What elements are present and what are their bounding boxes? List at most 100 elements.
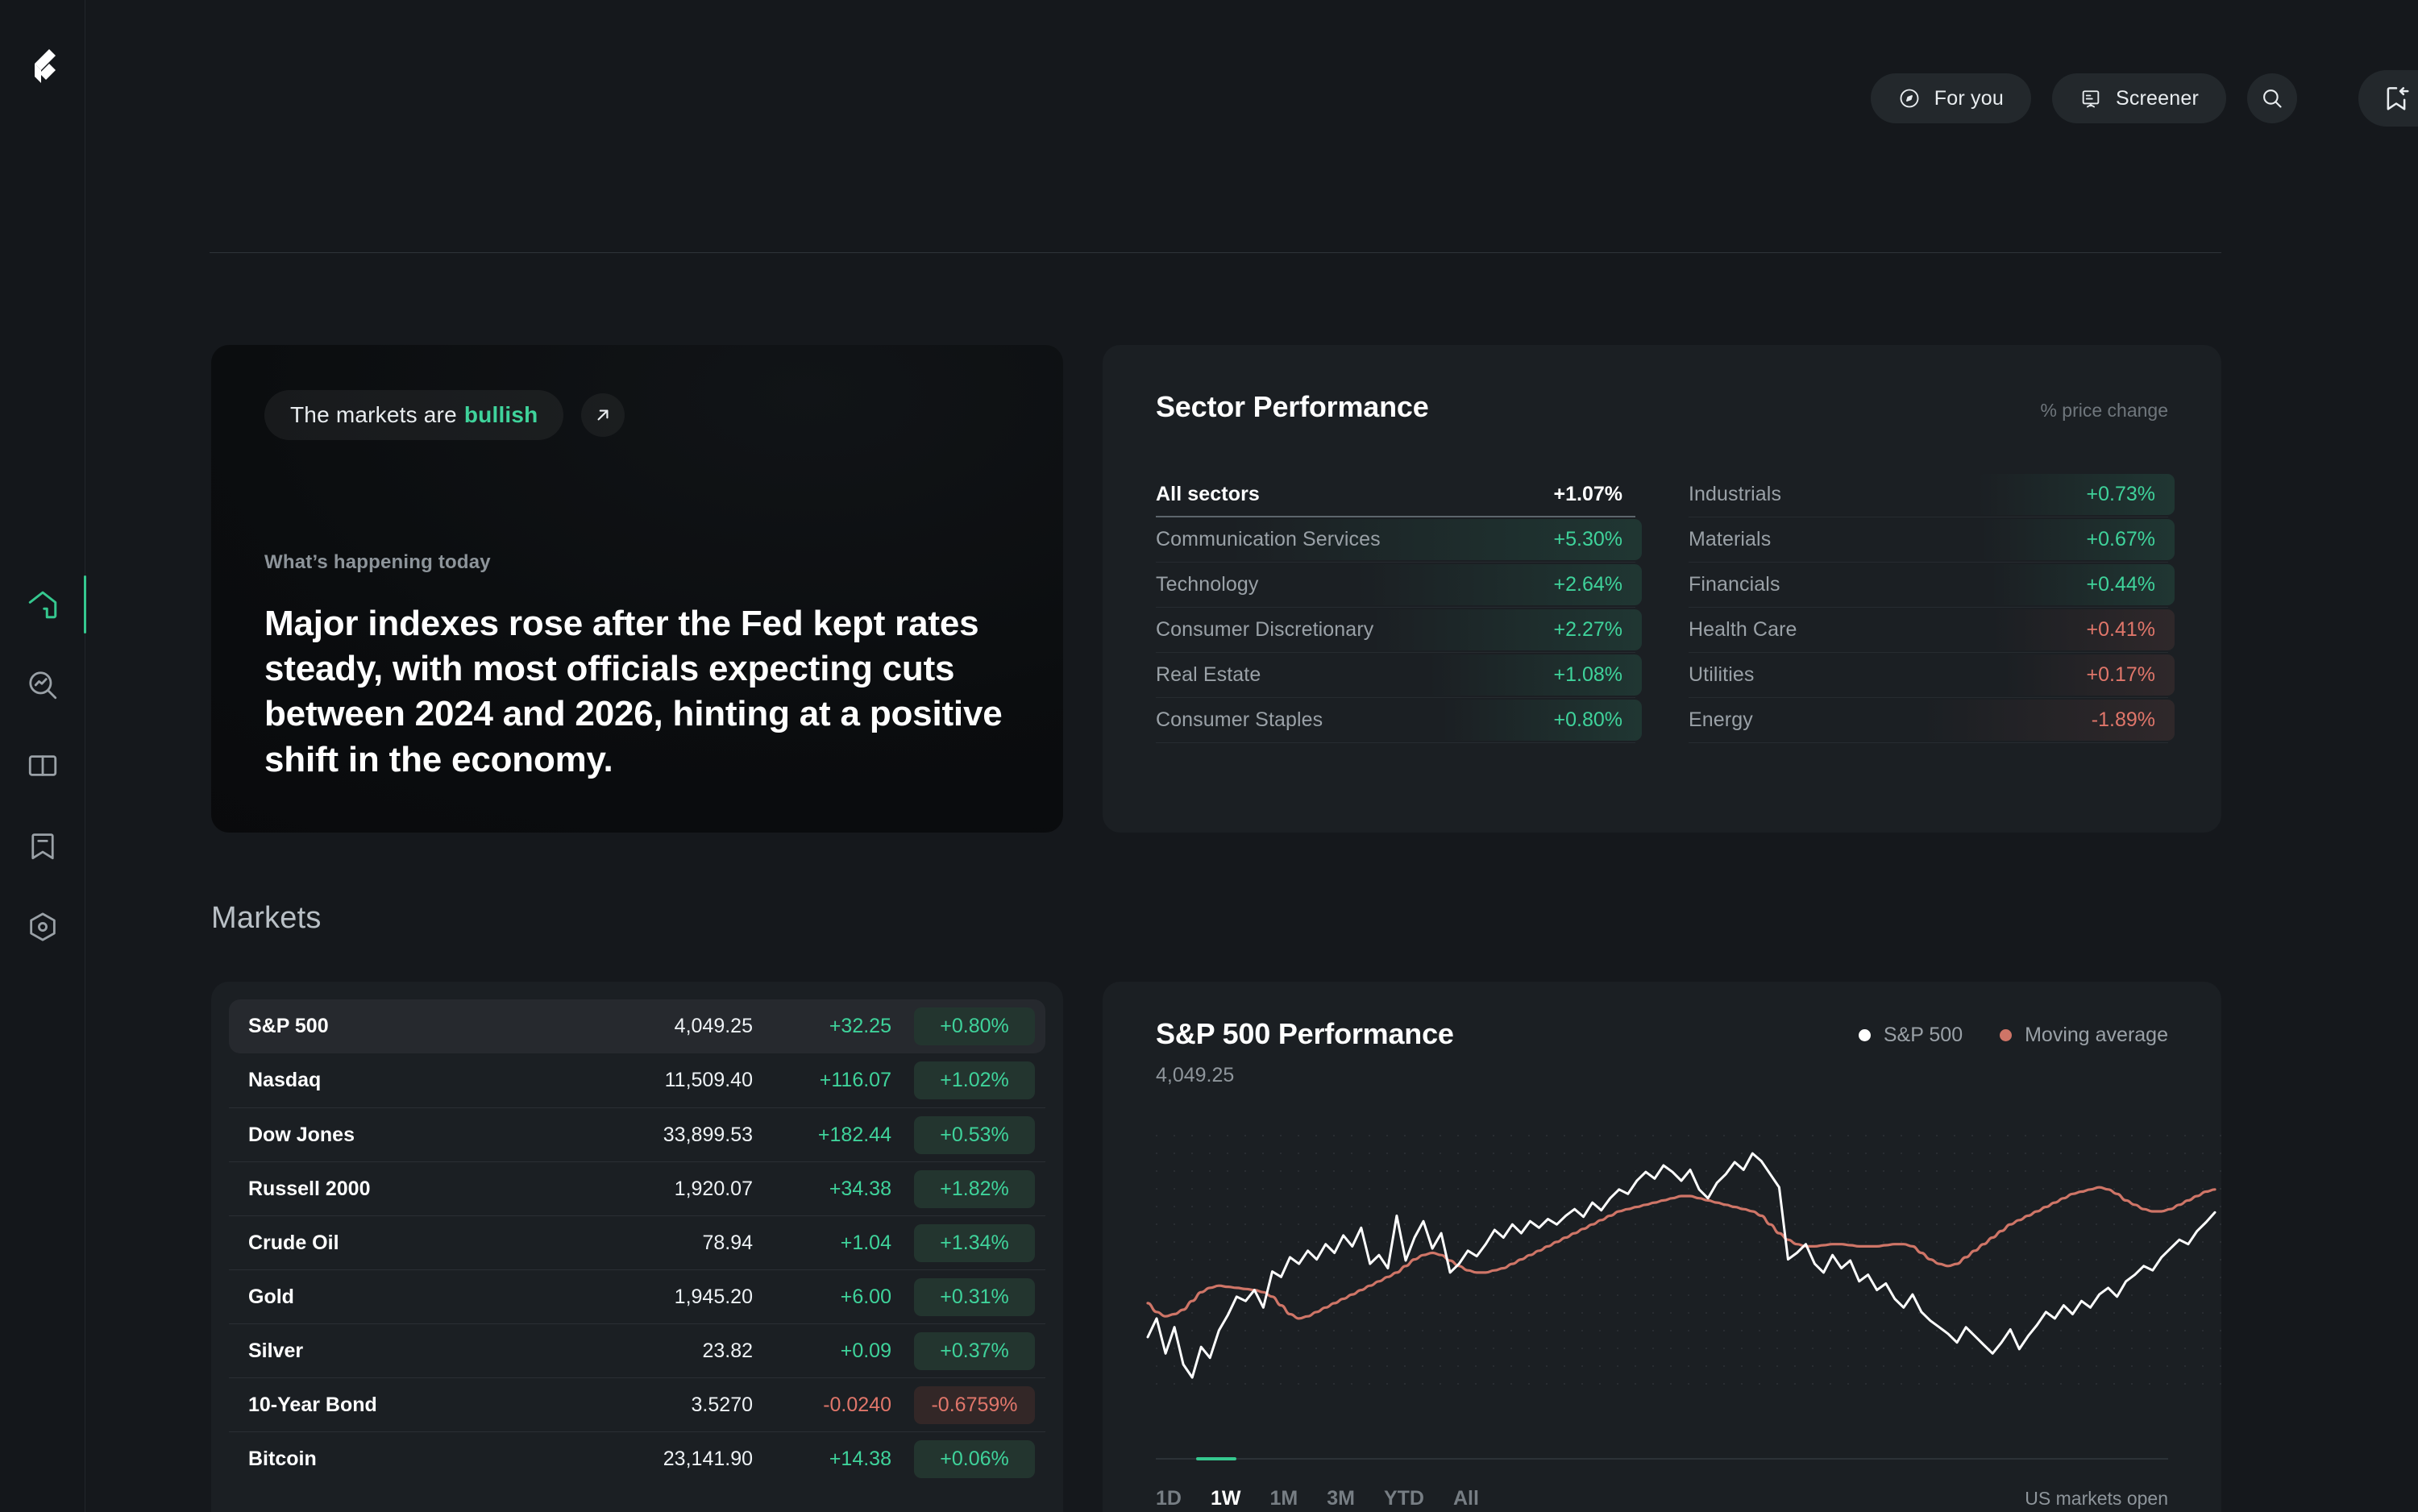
save-to-watchlist-button[interactable] (2358, 70, 2418, 127)
sector-name: Technology (1156, 573, 1259, 596)
book-icon (28, 755, 57, 776)
market-change-percent: +0.06% (914, 1439, 1035, 1478)
table-row[interactable]: Gold 1,945.20 +6.00 +0.31% (229, 1269, 1045, 1323)
bookmark-icon (31, 833, 54, 860)
table-row[interactable]: 10-Year Bond 3.5270 -0.0240 -0.6759% (229, 1377, 1045, 1431)
market-change-percent: +0.31% (914, 1277, 1035, 1316)
table-row[interactable]: Russell 2000 1,920.07 +34.38 +1.82% (229, 1161, 1045, 1215)
table-row[interactable]: Bitcoin 23,141.90 +14.38 +0.06% (229, 1431, 1045, 1485)
sp500-performance-card: S&P 500 Performance 4,049.25 S&P 500 Mov… (1103, 982, 2221, 1512)
chart-controls: 1D 1W 1M 3M YTD All US markets open (1156, 1487, 2168, 1510)
range-tab-all[interactable]: All (1452, 1487, 1479, 1510)
sector-row[interactable]: Energy -1.89% (1689, 698, 2175, 743)
market-change: +14.38 (829, 1447, 891, 1470)
sentiment-prefix: The markets are (290, 402, 457, 427)
sector-row-highlight (1354, 564, 1642, 605)
legend-label-sp500: S&P 500 (1883, 1024, 1963, 1046)
sidebar-item-saved[interactable] (0, 806, 85, 887)
sector-name: Real Estate (1156, 663, 1261, 686)
sector-value: +1.08% (1553, 663, 1623, 686)
table-row[interactable]: Crude Oil 78.94 +1.04 +1.34% (229, 1215, 1045, 1269)
sentiment-value: bullish (463, 402, 538, 427)
chart-current-price: 4,049.25 (1156, 1064, 1235, 1086)
market-change-percent: +0.80% (914, 1007, 1035, 1045)
sector-row[interactable]: Materials +0.67% (1689, 517, 2175, 563)
sector-name: Utilities (1689, 663, 1755, 686)
sector-value: +0.17% (2086, 663, 2156, 686)
sidebar (0, 0, 86, 1512)
sector-subtitle: % price change (2040, 400, 2168, 421)
search-button[interactable] (2247, 73, 2297, 123)
range-tab-1d[interactable]: 1D (1156, 1487, 1182, 1510)
sector-row[interactable]: Industrials +0.73% (1689, 472, 2175, 517)
market-change-percent: +1.02% (914, 1061, 1035, 1099)
chart-lines (1146, 1152, 2216, 1379)
sector-row[interactable]: Utilities +0.17% (1689, 653, 2175, 698)
sector-header: Sector Performance % price change (1156, 390, 2168, 424)
market-name: Crude Oil (248, 1231, 339, 1254)
chart-title-group: S&P 500 Performance 4,049.25 (1156, 1017, 1454, 1087)
sector-value: +0.44% (2086, 573, 2156, 596)
market-name: Nasdaq (248, 1069, 322, 1091)
range-tab-3m[interactable]: 3M (1327, 1487, 1355, 1510)
sidebar-item-library[interactable] (0, 725, 85, 806)
sentiment-open-button[interactable] (581, 393, 625, 437)
sector-row[interactable]: Consumer Discretionary +2.27% (1156, 608, 1642, 653)
sector-row-highlight (1441, 700, 1642, 741)
sector-row[interactable]: Communication Services +5.30% (1156, 517, 1642, 563)
sector-value: +1.07% (1553, 482, 1623, 505)
table-row[interactable]: Nasdaq 11,509.40 +116.07 +1.02% (229, 1053, 1045, 1107)
chart-title: S&P 500 Performance (1156, 1017, 1454, 1050)
market-name: Gold (248, 1285, 294, 1308)
sector-value: +5.30% (1553, 528, 1623, 550)
range-tab-1w[interactable]: 1W (1210, 1487, 1241, 1510)
market-change: +32.25 (829, 1015, 891, 1037)
sector-row[interactable]: Technology +2.64% (1156, 563, 1642, 608)
app-logo[interactable] (0, 44, 85, 93)
sidebar-item-discover[interactable] (0, 645, 85, 725)
sector-row[interactable]: Health Care +0.41% (1689, 608, 2175, 653)
legend-dot-sp500 (1858, 1029, 1871, 1041)
market-change-percent: +1.34% (914, 1223, 1035, 1262)
market-sentiment-card: The markets are bullish What’s happening… (211, 345, 1063, 833)
market-name: Silver (248, 1339, 304, 1362)
screener-icon (2082, 90, 2100, 108)
market-price: 4,049.25 (674, 1015, 753, 1037)
range-tab-1m[interactable]: 1M (1269, 1487, 1298, 1510)
finance-app-logo-icon (35, 49, 56, 83)
for-you-button[interactable]: For you (1870, 73, 2031, 123)
sidebar-item-portfolio[interactable] (0, 887, 85, 967)
arrow-up-right-icon (597, 409, 609, 421)
sector-row[interactable]: Real Estate +1.08% (1156, 653, 1642, 698)
table-row[interactable]: Silver 23.82 +0.09 +0.37% (229, 1323, 1045, 1377)
chart-grid (1148, 1127, 2221, 1401)
sidebar-nav (0, 564, 86, 967)
market-price: 1,945.20 (674, 1285, 753, 1308)
market-name: 10-Year Bond (248, 1393, 377, 1416)
market-price: 78.94 (702, 1231, 753, 1254)
chart-header: S&P 500 Performance 4,049.25 S&P 500 Mov… (1103, 1017, 2221, 1087)
sector-row-all[interactable]: All sectors +1.07% (1156, 472, 1635, 517)
sentiment-chip: The markets are bullish (264, 390, 564, 440)
hero-headline: Major indexes rose after the Fed kept ra… (264, 603, 1003, 779)
sector-row-highlight (1427, 654, 1642, 696)
home-icon (28, 591, 57, 619)
range-active-indicator (1196, 1457, 1236, 1460)
table-row[interactable]: S&P 500 4,049.25 +32.25 +0.80% (229, 999, 1045, 1053)
sector-row[interactable]: Financials +0.44% (1689, 563, 2175, 608)
sector-column-left: All sectors +1.07% Communication Service… (1156, 472, 1642, 743)
chart-plot-area (1103, 1127, 2221, 1401)
sector-name: Financials (1689, 573, 1780, 596)
sector-name: All sectors (1156, 482, 1260, 505)
sector-value: +2.64% (1553, 573, 1623, 596)
range-tab-ytd[interactable]: YTD (1383, 1487, 1424, 1510)
sidebar-item-home[interactable] (0, 564, 86, 645)
markets-table: S&P 500 4,049.25 +32.25 +0.80% Nasdaq 11,509.… (211, 982, 1063, 1512)
market-change-percent: -0.6759% (914, 1385, 1035, 1424)
range-divider (1156, 1457, 2168, 1460)
table-row[interactable]: Dow Jones 33,899.53 +182.44 +0.53% (229, 1107, 1045, 1161)
topbar-actions: For you Screener (1870, 73, 2297, 123)
range-tabs: 1D 1W 1M 3M YTD All (1156, 1487, 1479, 1510)
screener-button[interactable]: Screener (2051, 73, 2226, 123)
sector-row[interactable]: Consumer Staples +0.80% (1156, 698, 1642, 743)
